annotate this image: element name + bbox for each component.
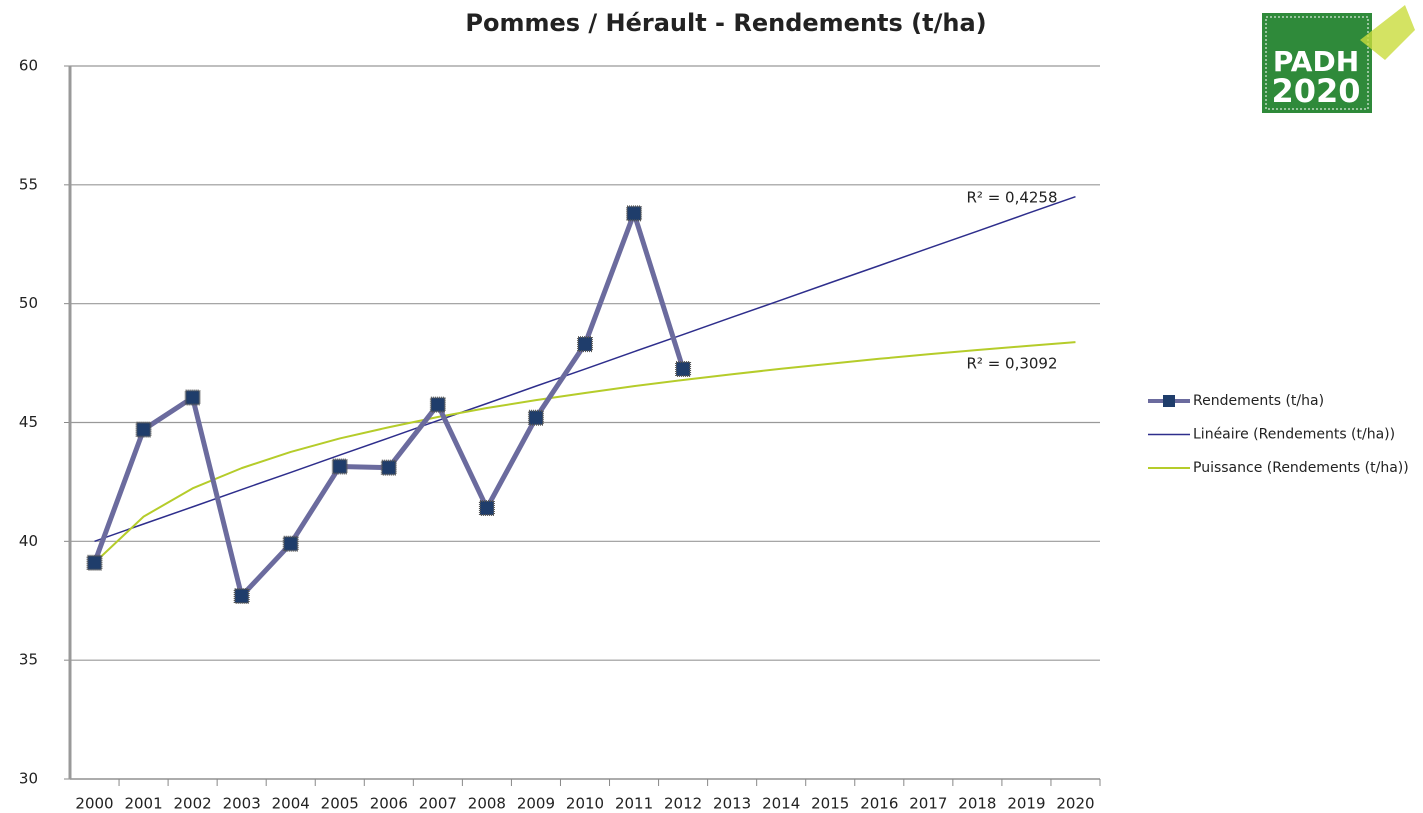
marker <box>527 409 544 426</box>
logo-text: PADH <box>1273 45 1359 78</box>
annotation: R² = 0,4258 <box>966 189 1057 207</box>
x-tick-label: 2018 <box>958 795 996 813</box>
x-tick-label: 2002 <box>174 795 212 813</box>
x-tick-label: 2009 <box>517 795 555 813</box>
x-tick-label: 2014 <box>762 795 800 813</box>
x-tick-label: 2008 <box>468 795 506 813</box>
x-tick-label: 2016 <box>860 795 898 813</box>
x-tick-label: 2004 <box>272 795 310 813</box>
marker <box>478 500 495 517</box>
y-tick-label: 30 <box>19 770 38 788</box>
y-tick-label: 45 <box>19 413 38 431</box>
series-line <box>94 196 1076 543</box>
x-tick-label: 2010 <box>566 795 604 813</box>
marker <box>331 458 348 475</box>
x-tick-label: 2005 <box>321 795 359 813</box>
logo-leaf <box>1360 5 1415 60</box>
marker <box>429 396 446 413</box>
marker <box>577 336 593 353</box>
logo: PADH 2020 <box>1262 5 1415 113</box>
marker <box>380 459 397 476</box>
x-tick-label: 2017 <box>909 795 947 813</box>
legend-label: Rendements (t/ha) <box>1193 393 1324 409</box>
x-tick-label: 2000 <box>75 795 113 813</box>
series-line <box>92 210 686 599</box>
marker <box>282 535 299 552</box>
x-tick-label: 2003 <box>223 795 261 813</box>
marker <box>675 361 692 378</box>
x-tick-label: 2019 <box>1007 795 1045 813</box>
y-tick-label: 50 <box>19 294 38 312</box>
marker <box>233 587 250 604</box>
logo-border <box>1265 16 1369 110</box>
x-tick-label: 2001 <box>124 795 162 813</box>
legend-label: Linéaire (Rendements (t/ha)) <box>1193 427 1395 443</box>
legend-label: Puissance (Rendements (t/ha)) <box>1193 460 1409 476</box>
x-tick-label: 2012 <box>664 795 702 813</box>
legend-marker <box>1163 395 1175 407</box>
y-tick-label: 55 <box>19 175 38 193</box>
x-tick-label: 2006 <box>370 795 408 813</box>
x-tick-label: 2015 <box>811 795 849 813</box>
x-tick-label: 2020 <box>1056 795 1094 813</box>
logo-box <box>1262 13 1372 113</box>
marker <box>626 205 643 222</box>
x-tick-label: 2013 <box>713 795 751 813</box>
x-tick-label: 2011 <box>615 795 653 813</box>
x-tick-label: 2007 <box>419 795 457 813</box>
chart-title: Pommes / Hérault - Rendements (t/ha) <box>465 9 986 37</box>
marker <box>86 554 103 571</box>
y-tick-label: 35 <box>19 651 38 669</box>
annotation: R² = 0,3092 <box>966 355 1057 373</box>
y-tick-label: 60 <box>19 57 38 75</box>
series-line <box>93 341 1076 564</box>
y-tick-label: 40 <box>19 532 38 550</box>
logo-text: 2020 <box>1271 72 1360 110</box>
marker <box>135 421 152 438</box>
marker <box>184 389 201 406</box>
